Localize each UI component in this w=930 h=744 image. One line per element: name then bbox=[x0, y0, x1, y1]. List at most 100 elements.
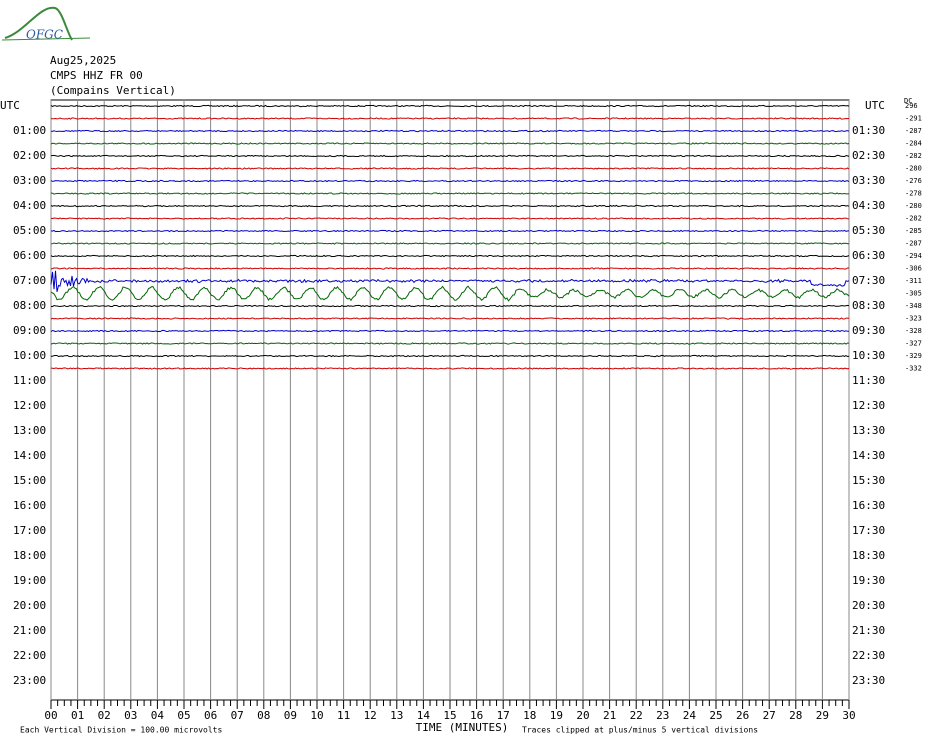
x-tick-label: 21 bbox=[603, 709, 616, 722]
x-tick-label: 06 bbox=[204, 709, 217, 722]
dc-label: -280 bbox=[905, 202, 922, 210]
dc-label: -306 bbox=[905, 265, 922, 273]
trace bbox=[50, 285, 850, 302]
logo-line bbox=[1, 37, 91, 41]
x-tick-label: 29 bbox=[816, 709, 829, 722]
trace bbox=[50, 317, 850, 320]
x-tick-label: 05 bbox=[177, 709, 190, 722]
trace bbox=[50, 267, 849, 270]
dc-label: -287 bbox=[905, 240, 922, 248]
dc-label: -305 bbox=[905, 290, 922, 298]
right-label: 07:30 bbox=[852, 274, 885, 287]
x-tick-label: 28 bbox=[789, 709, 802, 722]
left-label: 06:00 bbox=[13, 249, 46, 262]
x-tick-label: 25 bbox=[709, 709, 722, 722]
x-tick-label: 10 bbox=[310, 709, 323, 722]
trace bbox=[50, 129, 850, 133]
dc-label: -282 bbox=[905, 152, 922, 160]
x-tick-label: 04 bbox=[151, 709, 165, 722]
left-label: 10:00 bbox=[13, 349, 46, 362]
x-tick-label: 03 bbox=[124, 709, 137, 722]
dc-label: -329 bbox=[905, 352, 922, 360]
dc-label: -332 bbox=[905, 365, 922, 373]
left-label: 02:00 bbox=[13, 149, 46, 162]
x-tick-label: 30 bbox=[842, 709, 855, 722]
x-tick-label: 09 bbox=[284, 709, 297, 722]
right-label: 04:30 bbox=[852, 199, 885, 212]
trace bbox=[50, 167, 850, 170]
x-tick-label: 14 bbox=[417, 709, 431, 722]
x-tick-label: 20 bbox=[576, 709, 589, 722]
left-label: 19:00 bbox=[13, 574, 46, 587]
right-label: 16:30 bbox=[852, 499, 885, 512]
right-label: 05:30 bbox=[852, 224, 885, 237]
dc-label: 296 bbox=[905, 102, 918, 110]
x-tick-label: 02 bbox=[98, 709, 111, 722]
left-label: 21:00 bbox=[13, 624, 46, 637]
x-tick-label: 16 bbox=[470, 709, 483, 722]
trace bbox=[50, 270, 850, 293]
location: (Compains Vertical) bbox=[50, 84, 176, 97]
trace bbox=[50, 329, 850, 333]
x-tick-label: 00 bbox=[44, 709, 57, 722]
x-tick-label: 19 bbox=[550, 709, 563, 722]
x-tick-label: 27 bbox=[763, 709, 776, 722]
trace bbox=[50, 367, 850, 370]
right-label: 19:30 bbox=[852, 574, 885, 587]
logo-mark bbox=[4, 6, 73, 41]
x-axis-title: TIME (MINUTES) bbox=[416, 721, 509, 734]
dc-label: -284 bbox=[905, 140, 922, 148]
dc-label: -311 bbox=[905, 277, 922, 285]
right-label: 02:30 bbox=[852, 149, 885, 162]
left-label: 12:00 bbox=[13, 399, 46, 412]
scale-note: Each Vertical Division = 100.00 microvol… bbox=[20, 726, 222, 735]
right-label: 08:30 bbox=[852, 299, 885, 312]
right-label: 22:30 bbox=[852, 649, 885, 662]
trace bbox=[50, 142, 850, 145]
right-label: 20:30 bbox=[852, 599, 885, 612]
right-label: 12:30 bbox=[852, 399, 885, 412]
trace bbox=[50, 242, 850, 245]
station: CMPS HHZ FR 00 bbox=[50, 69, 143, 82]
right-label: 06:30 bbox=[852, 249, 885, 262]
left-label: 08:00 bbox=[13, 299, 46, 312]
left-label: 11:00 bbox=[13, 374, 46, 387]
right-label: 09:30 bbox=[852, 324, 885, 337]
dc-label: -291 bbox=[905, 115, 922, 123]
dc-label: -282 bbox=[905, 215, 922, 223]
left-label: 18:00 bbox=[13, 549, 46, 562]
right-label: 03:30 bbox=[852, 174, 885, 187]
left-label: 23:00 bbox=[13, 674, 46, 687]
trace bbox=[50, 354, 850, 358]
date: Aug25,2025 bbox=[50, 54, 116, 67]
right-label: 10:30 bbox=[852, 349, 885, 362]
x-tick-label: 08 bbox=[257, 709, 270, 722]
trace bbox=[50, 229, 850, 233]
x-tick-label: 17 bbox=[497, 709, 510, 722]
trace bbox=[50, 254, 850, 258]
x-tick-label: 11 bbox=[337, 709, 350, 722]
dc-label: -294 bbox=[905, 252, 922, 260]
trace bbox=[50, 179, 850, 183]
x-tick-label: 01 bbox=[71, 709, 84, 722]
right-label: 14:30 bbox=[852, 449, 885, 462]
x-tick-label: 07 bbox=[231, 709, 244, 722]
trace bbox=[50, 217, 850, 220]
left-label: 04:00 bbox=[13, 199, 46, 212]
dc-label: -276 bbox=[905, 177, 922, 185]
left-label: 07:00 bbox=[13, 274, 46, 287]
right-label: 23:30 bbox=[852, 674, 885, 687]
clip-note: Traces clipped at plus/minus 5 vertical … bbox=[522, 726, 758, 735]
x-tick-label: 12 bbox=[364, 709, 377, 722]
trace bbox=[50, 342, 850, 345]
dc-title: DC bbox=[904, 97, 912, 105]
dc-label: -280 bbox=[905, 165, 922, 173]
left-label: 15:00 bbox=[13, 474, 46, 487]
left-label: 17:00 bbox=[13, 524, 46, 537]
dc-label: -327 bbox=[905, 340, 922, 348]
logo-text: OFGC bbox=[26, 28, 63, 42]
left-label: 05:00 bbox=[13, 224, 46, 237]
x-tick-label: 15 bbox=[443, 709, 456, 722]
right-label: 11:30 bbox=[852, 374, 885, 387]
left-label: 20:00 bbox=[13, 599, 46, 612]
